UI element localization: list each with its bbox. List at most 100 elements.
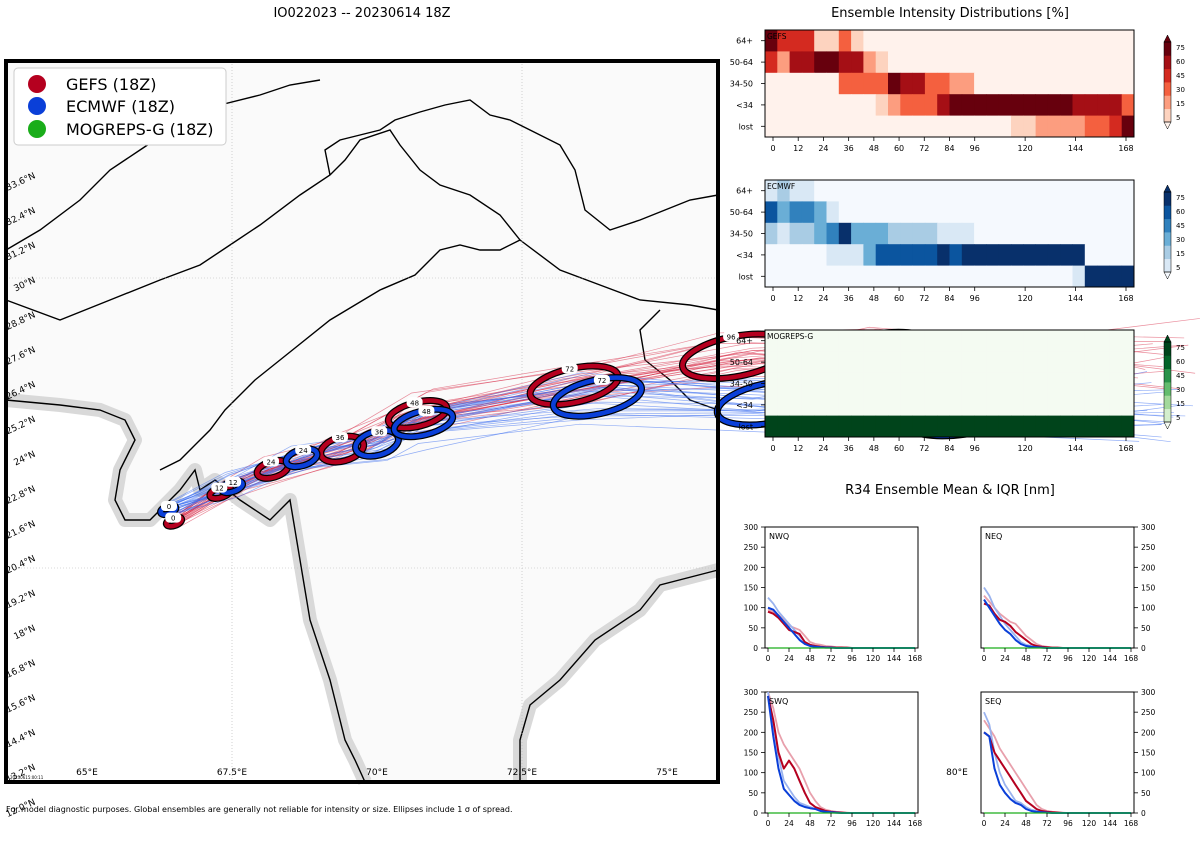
heatmap-cell (826, 244, 840, 266)
heatmap-cell (937, 72, 950, 95)
border-nepal (519, 239, 719, 311)
heatmap-cell (949, 394, 963, 416)
heatmap-cell (765, 330, 778, 352)
legend-gefs-marker (28, 75, 46, 93)
heatmap-cell (851, 180, 864, 202)
ecmwf-ellipse (551, 375, 644, 419)
heatmap-cell (888, 94, 901, 116)
heatmap-cell (986, 51, 1000, 74)
heatmap-cell (974, 51, 987, 74)
heatmap-cell (789, 222, 803, 245)
colorbar-segment (1164, 355, 1171, 370)
heatmap-cell (814, 72, 827, 95)
heatmap-cell (863, 180, 877, 202)
heatmap-x-tick-label: 24 (818, 144, 828, 153)
r34-x-tick-label: 72 (1042, 654, 1052, 663)
heatmap-row-label: lost (739, 122, 753, 131)
r34-x-tick-label: 96 (1063, 819, 1073, 828)
heatmap-cell (851, 30, 864, 52)
heatmap-x-tick-label: 0 (770, 444, 775, 453)
heatmap-row-label: 50-64 (730, 208, 753, 217)
heatmap-cell (1097, 351, 1110, 374)
heatmap-cell (998, 330, 1012, 352)
heatmap-cell (777, 351, 790, 374)
heatmap-cell (765, 115, 778, 138)
heatmap-cell (801, 351, 815, 374)
gefs-hour-label-bg (723, 331, 740, 342)
r34-x-tick-label: 24 (1000, 654, 1010, 663)
heatmap-cell (826, 94, 840, 116)
heatmap-cell (986, 30, 1000, 52)
heatmap-cell (937, 351, 950, 374)
gefs-hour-label: 36 (336, 434, 345, 442)
footnote: For model diagnostic purposes. Global en… (6, 805, 513, 814)
heatmap-cell (1121, 72, 1135, 95)
heatmap-cell (1084, 394, 1098, 416)
heatmap-cell (851, 265, 864, 288)
heatmap-cell (912, 265, 926, 288)
heatmap-cell (998, 201, 1012, 224)
r34-y-tick-label: 300 (1141, 688, 1156, 697)
heatmap-x-tick-label: 168 (1118, 444, 1133, 453)
heatmap-cell (912, 330, 926, 352)
heatmap-cell (998, 115, 1012, 138)
heatmap-cell (838, 30, 852, 52)
heatmap-cell (1047, 180, 1061, 202)
r34-x-tick-label: 24 (1000, 819, 1010, 828)
heatmap-cell (912, 394, 926, 416)
heatmap-cell (814, 94, 827, 116)
heatmap-cell (961, 394, 975, 416)
colorbar-tick-label: 5 (1176, 264, 1180, 272)
heatmap-panel-label: ECMWF (767, 182, 795, 191)
heatmap-cell (912, 244, 926, 266)
heatmap-cell (937, 222, 950, 245)
heatmap-x-tick-label: 48 (869, 294, 879, 303)
heatmap-cell (777, 30, 790, 52)
ecmwf-hour-label-bg (593, 374, 610, 385)
heatmap-cell (801, 330, 815, 352)
heatmap-cell (801, 394, 815, 416)
colorbar-segment (1164, 218, 1171, 233)
heatmap-cell (1121, 180, 1135, 202)
heatmap-cell (1047, 394, 1061, 416)
heatmap-cell (1035, 351, 1049, 374)
heatmap-row-label: lost (739, 272, 753, 281)
heatmap-cell (851, 51, 864, 74)
heatmap-cell (863, 330, 877, 352)
r34-title: R34 Ensemble Mean & IQR [nm] (845, 483, 1055, 498)
heatmap-cell (1035, 115, 1049, 138)
heatmap-cell (1072, 265, 1086, 288)
heatmap-cell (765, 30, 778, 52)
heatmap-cell (814, 351, 827, 374)
heatmap-cell (777, 72, 790, 95)
heatmap-cell (1097, 72, 1110, 95)
heatmap-cell (961, 72, 975, 95)
colorbar-extend-bottom (1163, 121, 1172, 130)
heatmap-cell (1023, 415, 1036, 438)
r34-x-tick-label: 48 (1021, 654, 1031, 663)
heatmap-cell (937, 330, 950, 352)
heatmap-cell (1060, 415, 1073, 438)
heatmap-cell (949, 72, 963, 95)
heatmap-cell (924, 30, 938, 52)
heatmap-cell (875, 415, 889, 438)
heatmap-cell (986, 330, 1000, 352)
heatmap-cell (1072, 94, 1086, 116)
heatmap-cell (814, 222, 827, 245)
heatmap-cell (1023, 394, 1036, 416)
heatmap-cell (974, 115, 987, 138)
heatmap-cell (1109, 330, 1123, 352)
heatmap-cell (1011, 94, 1024, 116)
colorbar-segment (1164, 55, 1171, 70)
coastline-west (5, 399, 366, 783)
heatmap-cell (801, 51, 815, 74)
heatmap-cell (1097, 330, 1110, 352)
heatmap-cell (912, 51, 926, 74)
r34-y-tick-label: 250 (1141, 543, 1156, 552)
colorbar-segment (1164, 395, 1171, 410)
heatmap-cell (826, 72, 840, 95)
heatmap-cell (937, 180, 950, 202)
lon-label: 75°E (656, 768, 678, 778)
heatmap-cell (1023, 201, 1036, 224)
heatmap-x-tick-label: 12 (793, 144, 803, 153)
